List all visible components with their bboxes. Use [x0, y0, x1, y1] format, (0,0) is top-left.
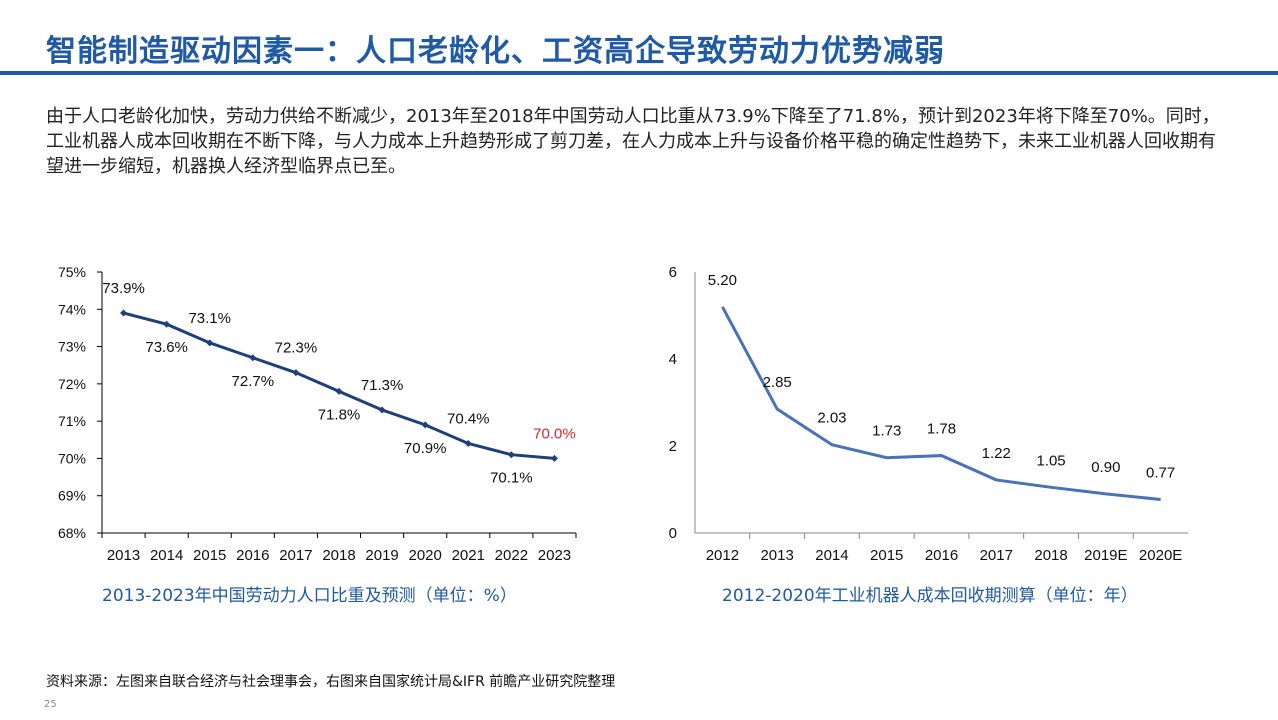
- data-label: 70.0%: [533, 425, 576, 442]
- data-label: 1.05: [1036, 452, 1065, 469]
- data-label: 73.1%: [188, 310, 231, 327]
- y-tick-label: 73%: [58, 339, 86, 355]
- left-chart-caption: 2013-2023年中国劳动力人口比重及预测（单位：%）: [102, 586, 517, 606]
- data-label: 72.3%: [275, 340, 318, 357]
- x-tick-label: 2020: [408, 547, 441, 564]
- data-label: 71.8%: [318, 406, 361, 423]
- data-point-marker: [507, 451, 515, 459]
- y-tick-label: 74%: [58, 301, 86, 317]
- x-tick-label: 2013: [760, 547, 793, 564]
- data-label: 2.85: [763, 374, 792, 391]
- x-tick-label: 2012: [706, 547, 739, 564]
- y-tick-label: 75%: [58, 264, 86, 280]
- data-label: 1.73: [872, 423, 901, 440]
- page-number: 25: [44, 699, 57, 710]
- data-point-marker: [464, 440, 472, 448]
- data-point-marker: [120, 309, 128, 317]
- x-tick-label: 2023: [538, 547, 571, 564]
- x-tick-label: 2016: [925, 547, 958, 564]
- data-label: 0.90: [1091, 459, 1120, 476]
- data-point-marker: [335, 387, 343, 395]
- x-tick-label: 2013: [107, 547, 140, 564]
- slide-title: 智能制造驱动因素一：人口老龄化、工资高企导致劳动力优势减弱: [46, 34, 945, 69]
- data-point-marker: [378, 406, 386, 414]
- data-point-marker: [249, 354, 257, 362]
- data-label: 70.4%: [447, 411, 490, 428]
- source-note: 资料来源：左图来自联合经济与社会理事会，右图来自国家统计局&IFR 前瞻产业研究…: [46, 674, 616, 690]
- data-label: 71.3%: [361, 377, 404, 394]
- x-tick-label: 2015: [870, 547, 903, 564]
- data-label: 72.7%: [232, 373, 275, 390]
- y-tick-label: 71%: [58, 413, 86, 429]
- y-tick-label: 0: [669, 525, 677, 542]
- y-tick-label: 70%: [58, 450, 86, 466]
- x-tick-label: 2018: [1034, 547, 1067, 564]
- data-point-marker: [550, 454, 558, 462]
- title-underline: [0, 71, 1278, 75]
- x-tick-label: 2019E: [1084, 547, 1127, 564]
- robot-payback-line-chart: 0 2 4 6 2012 2013 2014 2015 2016 2017 2018 2019E 202…: [669, 264, 1188, 564]
- data-point-marker: [206, 339, 214, 347]
- data-label: 70.9%: [404, 440, 447, 457]
- y-tick-label: 2: [669, 438, 677, 455]
- right-chart-caption: 2012-2020年工业机器人成本回收期测算（单位：年）: [722, 586, 1138, 606]
- x-tick-label: 2017: [279, 547, 312, 564]
- data-point-marker: [421, 421, 429, 429]
- data-point-marker: [292, 369, 300, 377]
- x-tick-label: 2016: [236, 547, 269, 564]
- y-tick-label: 68%: [58, 525, 86, 541]
- y-tick-label: 6: [669, 264, 677, 281]
- y-tick-label: 72%: [58, 376, 86, 392]
- labor-share-line-chart: 68% 69% 70% 71% 72% 73% 74% 75% 2013 2014 2015 2016…: [58, 264, 577, 564]
- data-label: 73.6%: [145, 339, 188, 356]
- data-label: 1.78: [927, 421, 956, 438]
- series-line: [721, 306, 1161, 501]
- data-label: 73.9%: [102, 280, 145, 297]
- x-tick-label: 2018: [322, 547, 355, 564]
- data-label: 2.03: [817, 410, 846, 427]
- x-tick-label: 2014: [150, 547, 183, 564]
- data-label: 1.22: [982, 445, 1011, 462]
- x-tick-label: 2020E: [1139, 547, 1182, 564]
- data-label: 5.20: [708, 272, 737, 289]
- x-tick-label: 2014: [815, 547, 848, 564]
- x-tick-label: 2017: [980, 547, 1013, 564]
- x-tick-label: 2019: [365, 547, 398, 564]
- x-tick-label: 2022: [495, 547, 528, 564]
- intro-paragraph: 由于人口老龄化加快，劳动力供给不断减少，2013年至2018年中国劳动人口比重从…: [46, 106, 1220, 177]
- x-tick-label: 2015: [193, 547, 226, 564]
- data-point-marker: [163, 320, 171, 328]
- y-tick-label: 69%: [58, 488, 86, 504]
- data-label: 70.1%: [490, 470, 533, 487]
- data-label: 0.77: [1146, 465, 1175, 482]
- x-tick-label: 2021: [452, 547, 485, 564]
- y-tick-label: 4: [669, 351, 677, 368]
